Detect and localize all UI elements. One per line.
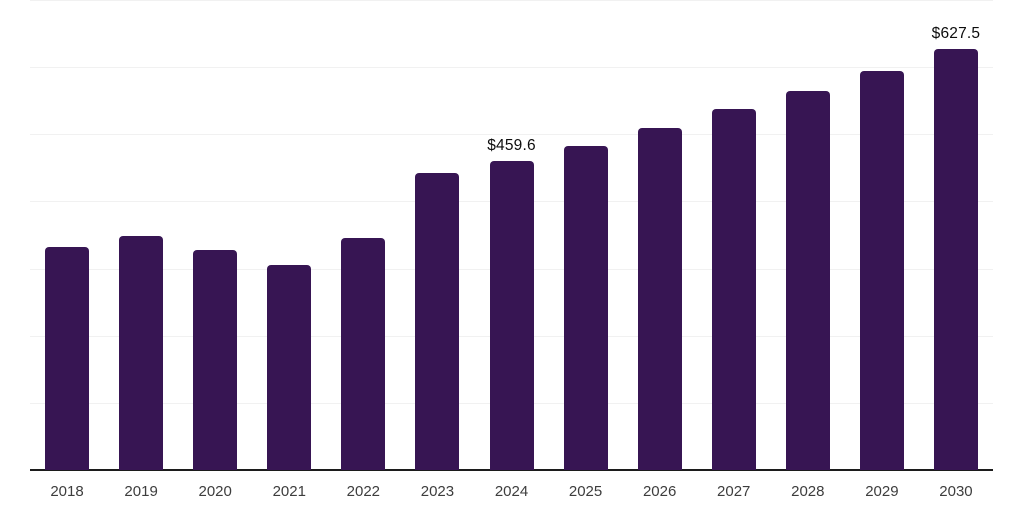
bar-2026 [637, 127, 682, 470]
bar-2029 [859, 70, 904, 470]
plot-area: $459.6 $627.5 [30, 0, 993, 471]
x-axis-label-2027: 2027 [717, 483, 751, 500]
x-axis-label-2028: 2028 [791, 483, 825, 500]
x-axis-label-2023: 2023 [420, 483, 455, 500]
bar-2019 [119, 235, 164, 470]
x-axis-label-2025: 2025 [568, 483, 603, 500]
x-axis-label-2020: 2020 [198, 483, 232, 500]
bar-2025 [563, 145, 608, 470]
x-axis-line [30, 469, 993, 471]
bar-2023 [415, 172, 460, 470]
x-axis-label-2029: 2029 [865, 483, 899, 500]
bar-2018 [45, 247, 90, 470]
x-axis-label-2026: 2026 [642, 483, 677, 500]
gridline [30, 134, 993, 136]
x-axis-label-2019: 2019 [124, 483, 158, 500]
x-axis-label-2018: 2018 [50, 483, 84, 500]
bar-2030 [933, 48, 978, 470]
value-label-2024: $459.6 [487, 137, 536, 155]
bar-2024 [489, 161, 534, 470]
x-axis-label-2022: 2022 [346, 483, 381, 500]
value-label-2030: $627.5 [931, 24, 981, 42]
x-axis-label-2030: 2030 [939, 483, 973, 500]
gridline [30, 67, 993, 69]
x-axis-label-2021: 2021 [272, 483, 306, 500]
x-axis-labels: 2018 2019 2020 2021 2022 2023 2024 2025 2026 2027… [30, 483, 993, 505]
bar-2022 [341, 237, 386, 470]
bar-2021 [267, 264, 312, 470]
bar-2027 [711, 109, 756, 470]
x-axis-label-2024: 2024 [494, 483, 529, 500]
bar-2020 [193, 249, 238, 470]
bar-2028 [785, 90, 830, 470]
gridline [30, 0, 993, 1]
